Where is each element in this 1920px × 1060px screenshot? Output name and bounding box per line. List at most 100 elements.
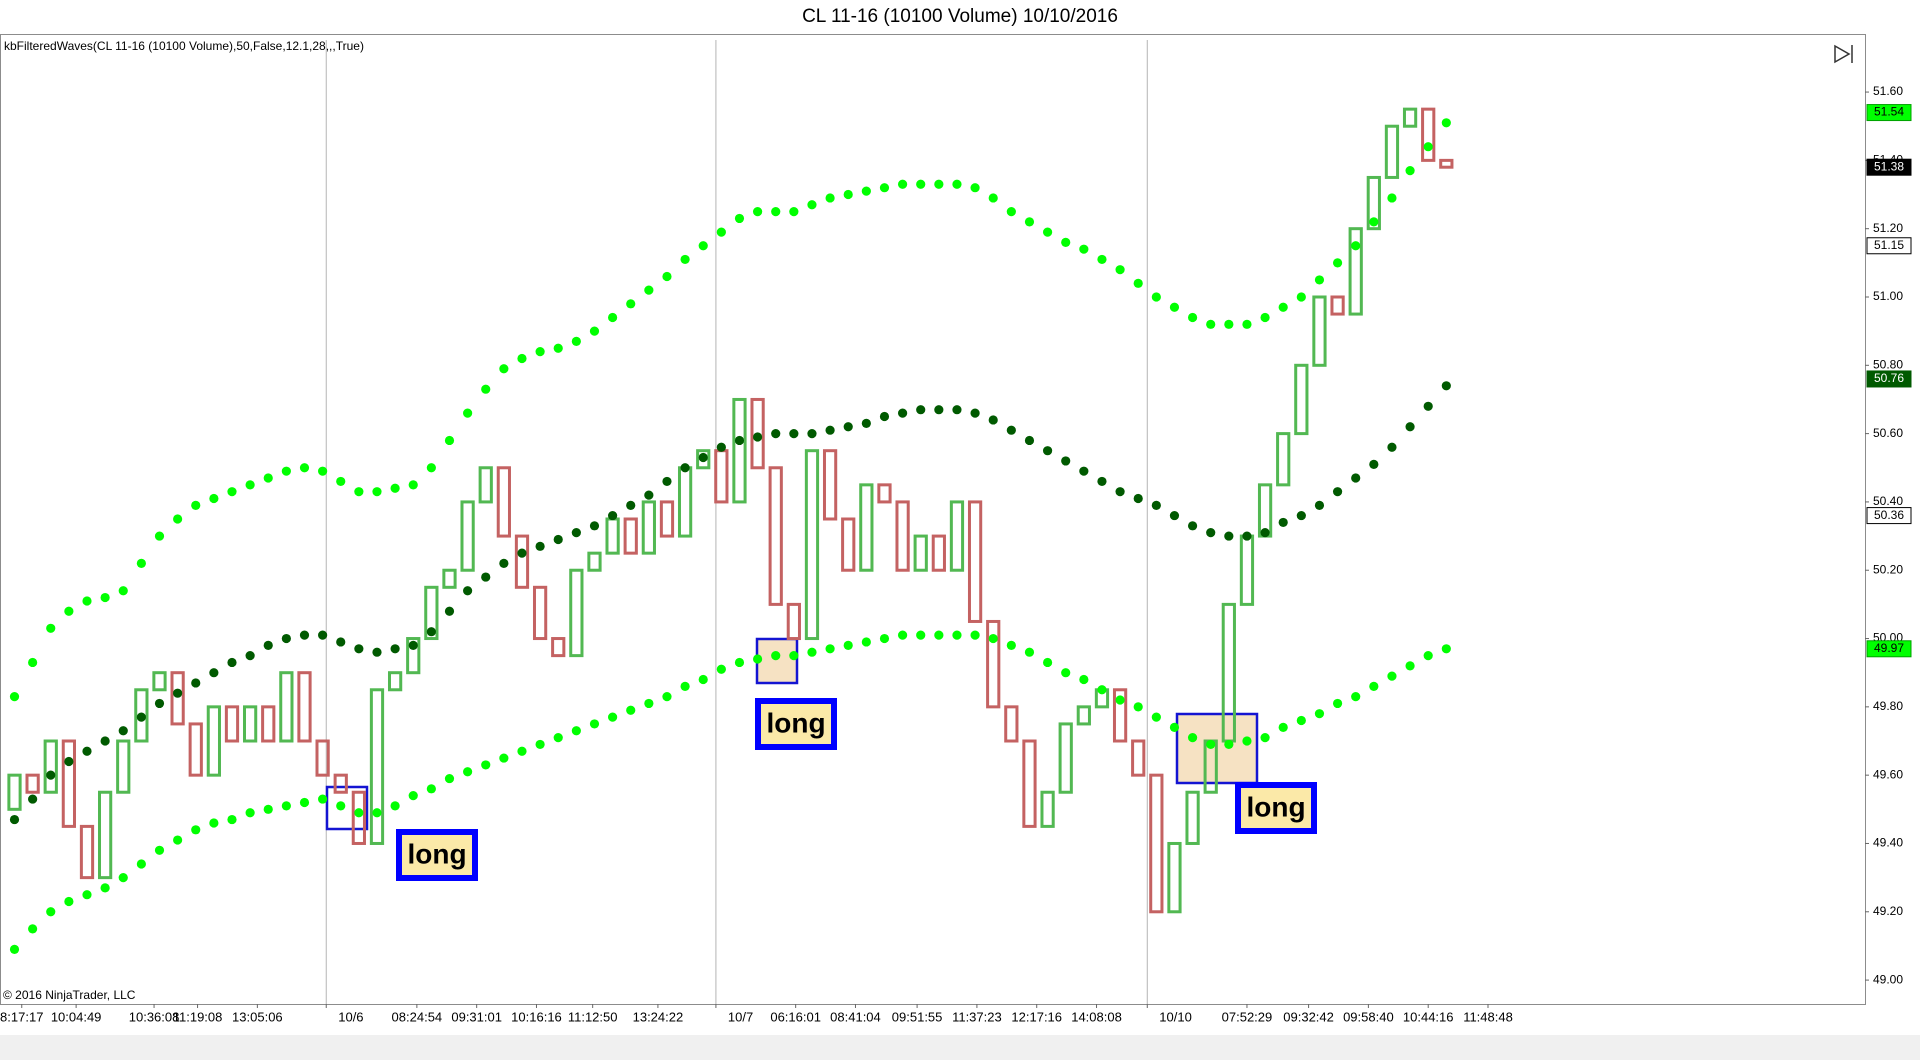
wave-dot: [82, 890, 92, 900]
wave-dot: [626, 705, 636, 715]
x-tick-label: 11:37:23: [952, 1009, 1002, 1024]
down-bar: [931, 534, 946, 572]
wave-dot: [209, 493, 219, 504]
wave-dot: [1187, 732, 1198, 743]
scroll-end-button[interactable]: [1834, 44, 1853, 64]
up-bar: [1076, 705, 1091, 726]
wave-dot: [408, 640, 418, 650]
wave-dot: [988, 193, 998, 203]
price-marker-label: 49.97: [1874, 641, 1904, 655]
wave-dot: [970, 408, 980, 418]
wave-dot: [173, 688, 183, 698]
wave-dot: [354, 644, 364, 654]
up-bar: [279, 671, 294, 743]
down-bar: [315, 739, 330, 777]
wave-dot: [843, 189, 853, 200]
wave-dot: [1206, 528, 1216, 538]
wave-dot: [336, 801, 346, 811]
wave-dot: [716, 442, 726, 452]
wave-dot: [553, 534, 563, 545]
wave-dot: [1405, 661, 1415, 671]
wave-dot: [263, 473, 273, 483]
wave-dot: [1224, 319, 1234, 329]
wave-dot: [64, 896, 74, 907]
wave-dot: [100, 736, 110, 746]
wave-dot: [1097, 476, 1107, 487]
up-bar: [1366, 175, 1381, 231]
up-bar: [424, 585, 439, 641]
wave-dot: [354, 487, 364, 497]
up-bar: [387, 671, 403, 692]
play-icon[interactable]: [1834, 44, 1851, 64]
wave-dot: [1441, 118, 1451, 128]
x-tick-label: 06:16:01: [770, 1009, 821, 1024]
y-tick-label: 49.80: [1873, 699, 1903, 713]
wave-dot: [173, 514, 183, 524]
wave-dot: [934, 179, 944, 189]
chart-title: CL 11-16 (10100 Volume) 10/10/2016: [802, 6, 1118, 27]
price-marker-label: 51.54: [1874, 105, 1904, 119]
wave-dot: [1369, 459, 1379, 469]
x-tick-label: 09:58:40: [1343, 1009, 1394, 1024]
up-bar: [206, 705, 221, 777]
wave-dot: [1296, 510, 1306, 521]
wave-dot: [1441, 381, 1451, 391]
x-tick-label: 11:12:50: [568, 1009, 618, 1024]
up-bar: [98, 790, 113, 880]
wave-dot: [1115, 265, 1125, 275]
down-bar: [623, 517, 638, 555]
wave-dot: [318, 630, 328, 640]
wave-dot: [390, 483, 400, 493]
wave-dot: [227, 657, 237, 668]
wave-dot: [46, 770, 56, 780]
down-bar: [297, 671, 312, 743]
wave-dot: [644, 698, 654, 709]
wave-dot: [1169, 510, 1180, 521]
wave-dot: [698, 452, 708, 463]
wave-dot: [82, 596, 92, 606]
y-tick-label: 51.20: [1873, 221, 1903, 235]
wave-dot: [1006, 207, 1016, 217]
wave-dot: [1006, 640, 1016, 650]
price-marker-label: 51.38: [1874, 159, 1904, 173]
wave-dot: [1296, 292, 1306, 302]
down-bar: [768, 466, 783, 606]
wave-dot: [444, 606, 455, 616]
price-marker-label: 50.36: [1874, 508, 1904, 522]
y-tick-label: 49.40: [1873, 836, 1903, 850]
wave-dot: [154, 698, 165, 709]
x-tick-label: 10/10: [1159, 1009, 1192, 1024]
wave-dot: [9, 814, 20, 825]
wave-dot: [390, 644, 400, 654]
wave-dot: [118, 726, 128, 736]
up-bar: [406, 637, 421, 675]
up-bar: [460, 500, 475, 572]
x-tick-label: 08:41:04: [830, 1009, 881, 1024]
wave-dot: [100, 883, 110, 893]
wave-dot: [1387, 671, 1397, 681]
wave-dot: [970, 183, 980, 193]
wave-dot: [354, 808, 364, 818]
wave-dot: [952, 405, 962, 415]
price-marker: [1866, 237, 1912, 255]
wave-dot: [1151, 292, 1161, 302]
wave-dot: [1042, 446, 1053, 456]
wave-dot: [463, 767, 473, 777]
price-marker-label: 50.76: [1874, 371, 1904, 385]
wave-dot: [499, 753, 509, 763]
wave-dot: [680, 463, 690, 473]
wave-dot: [1024, 647, 1035, 657]
wave-dot: [734, 657, 745, 668]
down-bar: [496, 466, 511, 538]
wave-dot: [879, 183, 890, 193]
wave-dot: [916, 630, 926, 640]
down-bar: [822, 449, 838, 521]
wave-dot: [499, 364, 509, 374]
price-marker: [1866, 507, 1912, 525]
wave-dot: [861, 186, 871, 196]
annotation-label: long: [766, 707, 825, 738]
wave-dot: [571, 528, 581, 538]
wave-dot: [9, 944, 20, 954]
down-bar: [750, 397, 765, 470]
wave-dot: [318, 794, 328, 804]
